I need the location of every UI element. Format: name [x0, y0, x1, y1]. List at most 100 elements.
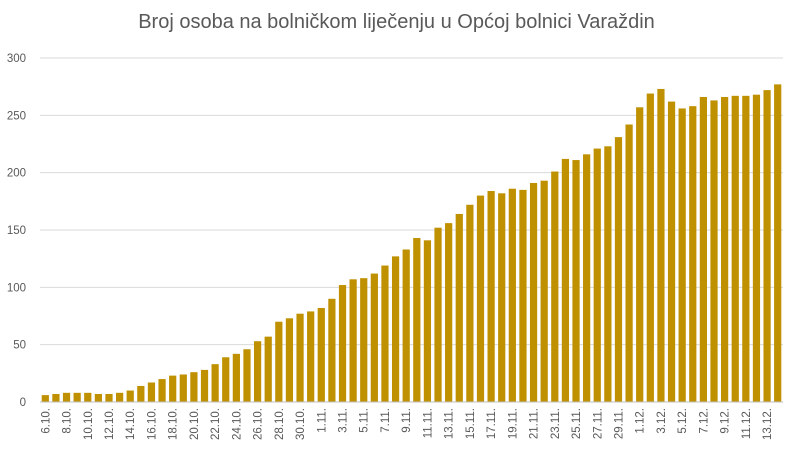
x-tick-label: 21.11. — [529, 408, 541, 439]
bar-27.10. — [264, 336, 272, 402]
bar-29.10. — [285, 318, 294, 402]
x-tick-label: 11.12. — [741, 408, 753, 439]
bar-13.12. — [763, 90, 771, 403]
bar-7.11. — [381, 265, 389, 402]
bar-24.10. — [232, 353, 240, 402]
bar-5.11. — [360, 278, 368, 402]
bar-30.10. — [296, 313, 304, 402]
bar-8.11. — [391, 256, 400, 402]
bar-11.10. — [94, 393, 102, 402]
bar-20.10. — [190, 372, 198, 402]
x-tick-label: 27.11. — [592, 408, 604, 439]
bar-15.10. — [137, 385, 145, 402]
x-tick-label: 7.11. — [380, 408, 392, 433]
bar-1.11. — [317, 307, 325, 402]
x-tick-label: 5.12. — [677, 408, 689, 434]
bar-9.12. — [721, 96, 729, 402]
x-tick-label: 30.10. — [295, 408, 307, 440]
x-tick-label: 1.11. — [316, 408, 328, 433]
x-tick-label: 24.10. — [231, 408, 243, 440]
bar-17.11. — [487, 191, 495, 402]
bar-24.11. — [561, 158, 570, 402]
x-tick-label: 22.10. — [210, 408, 222, 440]
bar-2.12. — [646, 93, 654, 403]
bar-6.12. — [689, 106, 697, 402]
bar-11.11. — [423, 240, 432, 402]
y-tick-label: 200 — [7, 168, 26, 180]
bar-30.11. — [625, 124, 633, 403]
x-tick-label: 8.10. — [62, 408, 74, 434]
x-tick-label: 25.11. — [571, 408, 583, 439]
bar-18.10. — [169, 375, 177, 402]
bar-31.10. — [307, 311, 315, 402]
bar-8.10. — [62, 392, 71, 402]
bar-10.10. — [84, 392, 92, 402]
bar-13.11. — [445, 223, 453, 402]
bar-3.11. — [338, 285, 347, 402]
bar-15.11. — [466, 204, 474, 402]
bar-16.10. — [147, 382, 156, 402]
bar-16.11. — [476, 195, 485, 402]
bar-9.11. — [402, 249, 410, 402]
bar-10.12. — [731, 95, 739, 402]
x-tick-label: 1.12. — [635, 408, 647, 434]
bar-28.11. — [604, 146, 612, 402]
x-tick-label: 20.10. — [189, 408, 201, 440]
x-tick-label: 17.11. — [486, 408, 498, 439]
y-tick-label: 250 — [7, 110, 26, 122]
y-tick-label: 50 — [13, 340, 26, 352]
bar-4.12. — [667, 101, 676, 402]
y-tick-label: 300 — [7, 53, 26, 65]
bar-7.10. — [52, 393, 60, 402]
x-tick-label: 7.12. — [698, 408, 710, 434]
bar-22.11. — [540, 180, 548, 402]
x-tick-label: 26.10. — [253, 408, 265, 440]
bar-18.11. — [498, 193, 506, 402]
bar-9.10. — [73, 392, 81, 402]
y-tick-label: 0 — [20, 397, 26, 409]
bar-13.10. — [115, 392, 124, 402]
bar-3.12. — [657, 88, 665, 403]
bar-14.12. — [774, 84, 782, 402]
x-tick-label: 28.10. — [274, 408, 286, 440]
x-tick-label: 5.11. — [359, 408, 371, 433]
bar-19.11. — [508, 188, 516, 402]
bar-2.11. — [328, 298, 336, 402]
x-tick-label: 3.11. — [338, 408, 350, 433]
bar-12.12. — [752, 94, 761, 403]
bar-26.11. — [583, 154, 591, 402]
bar-8.12. — [710, 100, 718, 402]
bar-23.10. — [222, 357, 230, 402]
x-tick-label: 9.11. — [401, 408, 413, 433]
bar-27.11. — [593, 148, 601, 402]
bar-12.11. — [434, 227, 442, 402]
bars — [41, 84, 782, 403]
x-tick-label: 11.11. — [422, 408, 434, 438]
bar-12.10. — [105, 393, 113, 402]
bar-19.10. — [179, 374, 187, 402]
x-tick-label: 10.10. — [83, 408, 95, 440]
bar-25.10. — [243, 349, 251, 402]
x-tick-label: 29.11. — [613, 408, 625, 439]
bar-26.10. — [253, 341, 262, 402]
bar-29.11. — [614, 137, 623, 402]
y-tick-label: 100 — [7, 282, 26, 294]
bar-10.11. — [413, 238, 421, 402]
bar-6.11. — [370, 273, 378, 402]
bar-5.12. — [678, 108, 686, 402]
x-axis-ticks: 6.10. 8.10. 10.10. 12.10. 14.10. 16.10. 18.10.… — [40, 408, 774, 440]
x-tick-label: 18.10. — [168, 408, 180, 440]
bar-21.11. — [529, 182, 538, 402]
chart-title: Broj osoba na bolničkom liječenju u Općo… — [138, 11, 655, 33]
x-tick-label: 13.12. — [762, 408, 774, 440]
bar-1.12. — [636, 107, 644, 402]
x-tick-label: 19.11. — [507, 408, 519, 439]
bar-28.10. — [275, 321, 283, 402]
x-tick-label: 23.11. — [550, 408, 562, 439]
bar-25.11. — [572, 160, 580, 402]
x-tick-label: 3.12. — [656, 408, 668, 434]
x-tick-label: 14.10. — [125, 408, 137, 440]
bar-11.12. — [742, 95, 750, 402]
